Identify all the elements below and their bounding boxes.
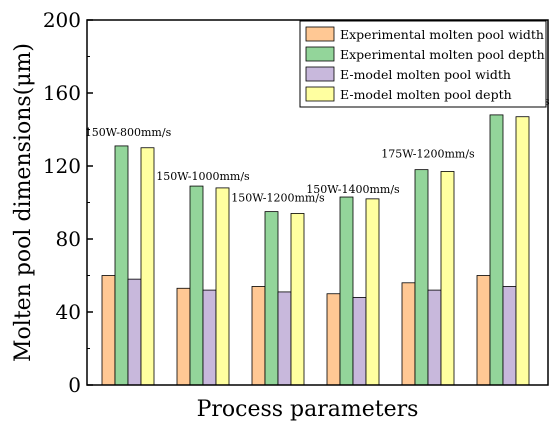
y-tick-label: 40 xyxy=(56,300,81,324)
bar-4 xyxy=(365,198,380,386)
bar-4 xyxy=(440,171,455,386)
legend-swatch xyxy=(305,46,335,62)
legend: Experimental molten pool width Experiment… xyxy=(299,20,547,108)
bar-3 xyxy=(502,286,517,386)
y-axis-ticks: 0 40 80 120 160 200 xyxy=(43,8,93,397)
legend-label: Experimental molten pool width xyxy=(340,27,544,42)
bar-1 xyxy=(251,286,266,386)
bar-4 xyxy=(290,213,305,386)
y-tick-label: 120 xyxy=(43,154,81,178)
bar-2 xyxy=(264,211,279,386)
bar-3 xyxy=(427,289,442,386)
bar-3 xyxy=(127,278,142,386)
category-label: 175W-1200mm/s xyxy=(381,148,475,161)
bar-4 xyxy=(140,147,155,386)
x-axis-title: Process parameters xyxy=(197,397,419,422)
legend-label: E-model molten pool depth xyxy=(340,87,512,102)
legend-swatch xyxy=(305,66,335,82)
bar-3 xyxy=(202,289,217,386)
bar-2 xyxy=(414,169,429,386)
bar-1 xyxy=(176,287,191,386)
bar-4 xyxy=(215,187,230,386)
legend-label: Experimental molten pool depth xyxy=(340,47,545,62)
y-tick-label: 200 xyxy=(43,8,81,32)
bar-2 xyxy=(339,196,354,386)
bar-2 xyxy=(114,145,129,386)
bar-1 xyxy=(476,275,491,386)
bar-1 xyxy=(401,282,416,386)
legend-swatch xyxy=(305,86,335,102)
bar-2 xyxy=(189,185,204,386)
bar-1 xyxy=(326,293,341,386)
legend-box xyxy=(299,20,547,108)
bar-1 xyxy=(101,275,116,386)
y-tick-label: 0 xyxy=(68,373,81,397)
legend-swatch xyxy=(305,26,335,42)
category-labels: 150W-800mm/s 150W-1000mm/s 150W-1200mm/s15… xyxy=(85,95,550,205)
bars-layer xyxy=(101,114,530,386)
legend-label: E-model molten pool width xyxy=(340,67,511,82)
category-label: 150W-1400mm/s xyxy=(306,183,400,196)
y-axis-title: Molten pool dimensions(μm) xyxy=(11,43,36,362)
bar-3 xyxy=(352,296,367,386)
bar-4 xyxy=(515,116,530,386)
y-tick-label: 80 xyxy=(56,227,81,251)
bar-3 xyxy=(277,291,292,386)
category-label: 150W-800mm/s xyxy=(85,126,172,139)
y-tick-label: 160 xyxy=(43,81,81,105)
category-label: 150W-1000mm/s xyxy=(156,170,250,183)
category-label: 150W-1200mm/s xyxy=(231,192,325,205)
bar-2 xyxy=(489,114,504,386)
